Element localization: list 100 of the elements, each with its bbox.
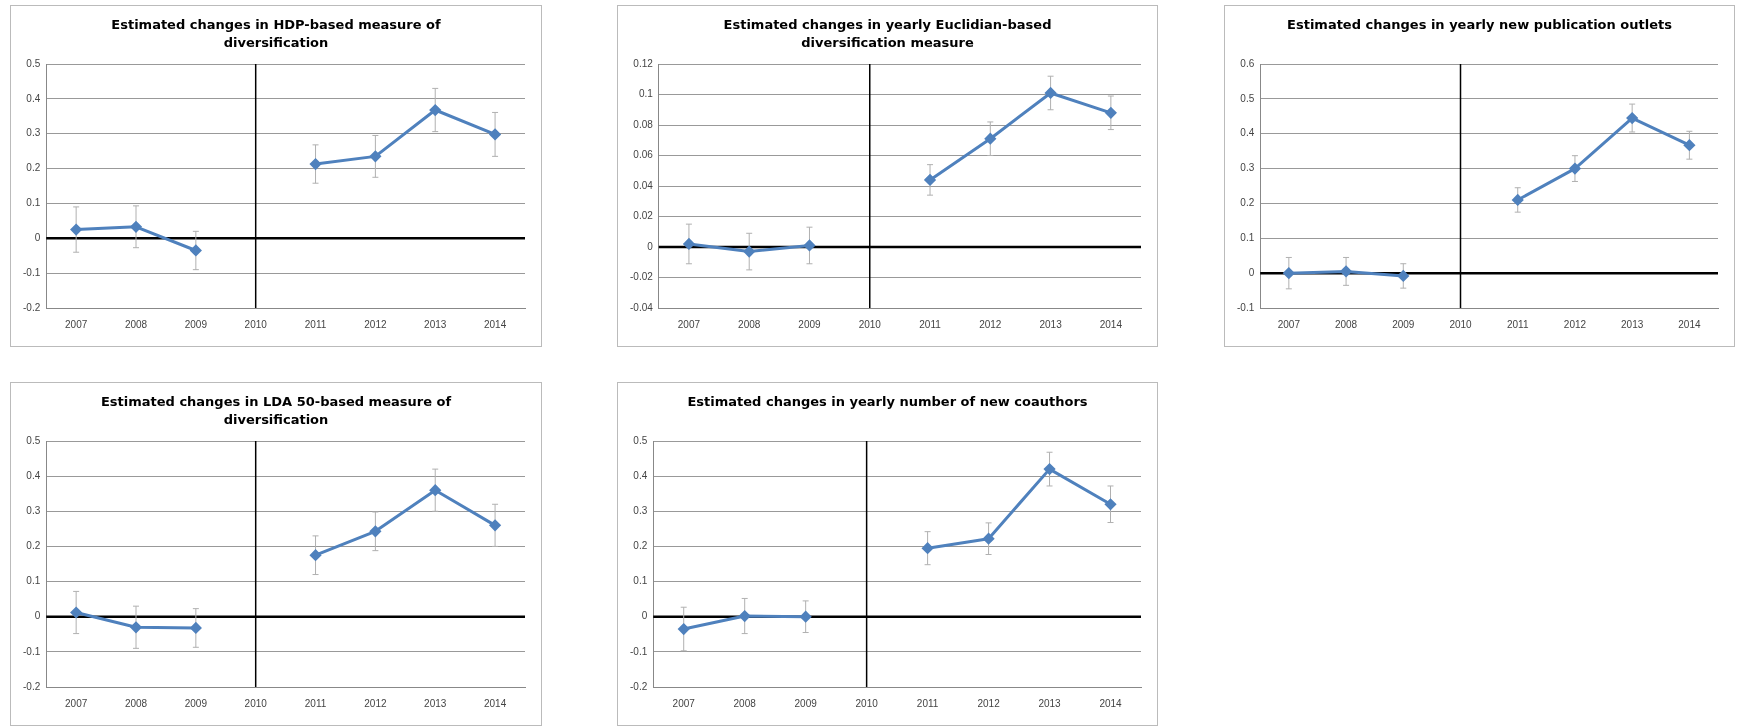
y-tick-label: -0.04 [630,301,654,313]
y-tick-label: 0.1 [26,197,41,209]
y-tick-label: 0.1 [1240,232,1255,244]
x-tick-label: 2011 [304,697,327,709]
point [489,128,501,140]
point [1045,87,1057,99]
y-tick-label: 0.2 [26,540,41,552]
point [190,622,202,634]
x-tick-label: 2007 [672,697,696,709]
point [310,158,322,170]
y-tick-label: 0.2 [26,162,41,174]
x-tick-label: 2011 [919,318,942,330]
x-tick-label: 2013 [424,697,447,709]
point [1397,270,1409,282]
point [1105,107,1117,119]
x-tick-label: 2010 [1449,318,1473,330]
y-tick-label: 0.3 [1240,162,1255,174]
y-tick-label: 0.5 [26,434,41,446]
point [1044,463,1056,475]
point [678,623,690,635]
x-tick-label: 2010 [855,697,879,709]
point [1683,139,1695,151]
chart-title: Estimated changes in yearly number of new coauthors [686,393,1089,411]
point [429,484,441,496]
x-tick-label: 2011 [304,318,327,330]
x-tick-label: 2011 [916,697,939,709]
y-tick-label: 0.12 [633,57,654,69]
y-tick-label: 0 [1248,266,1255,278]
point [743,246,755,258]
point [922,542,934,554]
chart-title: Estimated changes in yearly Euclidian-based diversification measure [722,16,1053,52]
point [369,150,381,162]
y-tick-label: 0.1 [26,575,41,587]
x-tick-label: 2009 [794,697,818,709]
x-tick-label: 2010 [858,318,882,330]
x-tick-label: 2011 [1506,318,1529,330]
point [429,104,441,116]
point [130,221,142,233]
x-tick-label: 2010 [244,697,268,709]
point [1569,163,1581,175]
y-tick-label: -0.02 [630,271,654,283]
point [1340,265,1352,277]
x-tick-label: 2009 [184,318,208,330]
y-tick-label: 0 [647,240,654,252]
y-tick-label: -0.1 [1237,301,1255,313]
point [1512,194,1524,206]
y-tick-label: 0.1 [638,88,654,100]
chart-title: Estimated changes in LDA 50-based measure of diversification [99,393,453,429]
x-tick-label: 2012 [979,318,1002,330]
x-tick-label: 2013 [1038,697,1062,709]
y-tick-label: 0.08 [633,118,654,130]
x-tick-label: 2012 [977,697,1001,709]
x-tick-label: 2008 [124,697,148,709]
y-tick-label: 0.6 [1240,57,1255,69]
x-tick-label: 2008 [1334,318,1358,330]
y-tick-label: -0.2 [23,301,41,313]
x-tick-label: 2007 [677,318,701,330]
point [924,174,936,186]
x-tick-label: 2014 [483,318,507,330]
y-tick-label: 0.5 [26,57,41,69]
y-tick-label: 0.1 [633,575,648,587]
point [70,224,82,236]
x-tick-label: 2009 [184,697,208,709]
x-tick-label: 2010 [244,318,268,330]
y-tick-label: 0.4 [1240,127,1255,139]
y-tick-label: 0.5 [1240,92,1255,104]
x-tick-label: 2008 [733,697,757,709]
point [983,533,995,545]
y-tick-label: -0.2 [630,680,648,692]
point [1626,112,1638,124]
point [1283,267,1295,279]
y-tick-label: 0.2 [1240,197,1255,209]
y-tick-label: 0.04 [633,179,654,191]
point [369,525,381,537]
x-tick-label: 2013 [424,318,447,330]
y-tick-label: 0.2 [633,540,648,552]
y-tick-label: 0.5 [633,434,648,446]
y-tick-label: 0.3 [26,505,41,517]
x-tick-label: 2013 [1621,318,1644,330]
point [739,610,751,622]
x-tick-label: 2012 [1563,318,1587,330]
y-tick-label: -0.2 [23,680,41,692]
point [683,238,695,250]
chart-title: Estimated changes in yearly new publication outlets [1286,16,1673,34]
point [130,621,142,633]
y-tick-label: 0 [641,610,648,622]
y-tick-label: 0 [34,232,41,244]
x-tick-label: 2009 [1392,318,1415,330]
point [800,611,812,623]
x-tick-label: 2014 [1099,318,1123,330]
y-tick-label: 0.4 [26,92,41,104]
y-tick-label: 0.4 [26,469,41,481]
y-tick-label: 0.02 [633,210,654,222]
point [984,133,996,145]
x-tick-label: 2007 [65,318,88,330]
x-tick-label: 2008 [738,318,761,330]
y-tick-label: 0.3 [26,127,41,139]
x-tick-label: 2012 [364,697,387,709]
x-tick-label: 2009 [798,318,822,330]
y-tick-label: -0.1 [23,645,41,657]
